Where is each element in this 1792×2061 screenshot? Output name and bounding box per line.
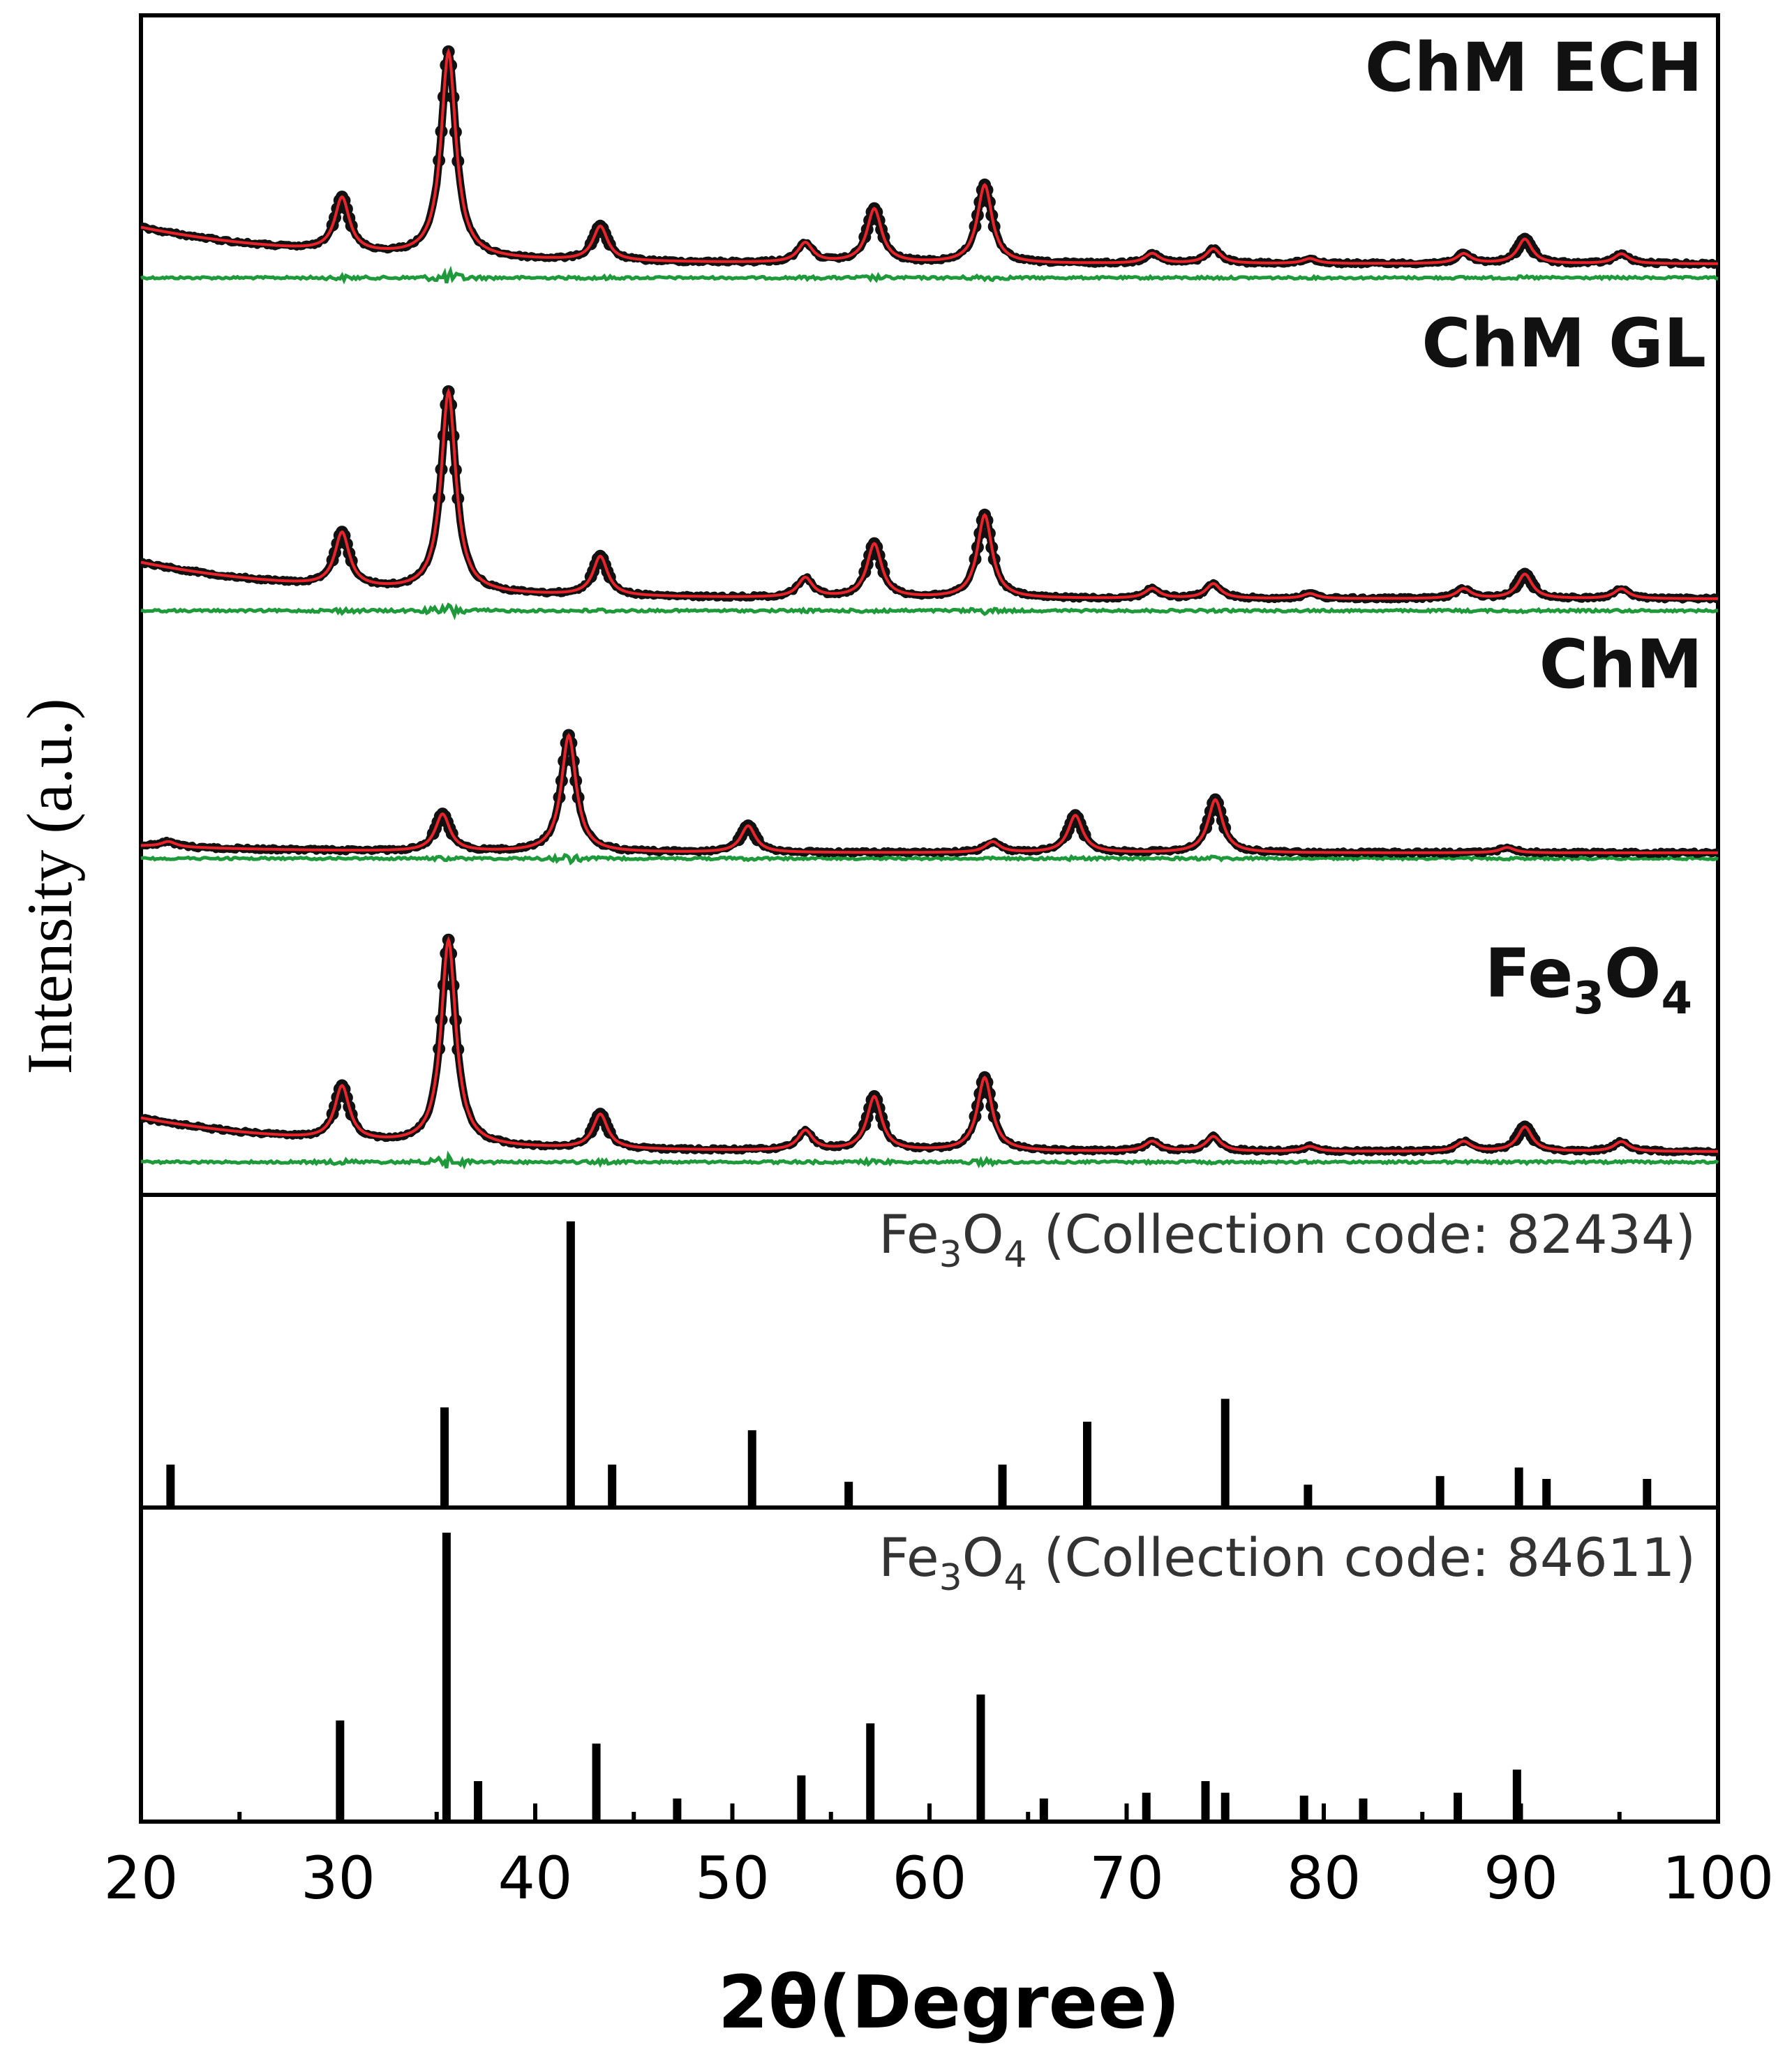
pattern-chm-gl	[139, 385, 1720, 620]
x-axis-label: 2θ(Degree)	[718, 1960, 1181, 2045]
difference-curve-chm	[140, 852, 1719, 865]
x-tick-label: 80	[1287, 1844, 1361, 1912]
reference-patterns	[166, 1221, 1652, 1822]
pattern-label-chm-gl: ChM GL	[1421, 304, 1706, 382]
x-tick-label: 70	[1089, 1844, 1164, 1912]
x-tick-label: 50	[695, 1844, 770, 1912]
difference-curve-chm-gl	[140, 602, 1719, 620]
calculated-curve-chm-ech	[140, 47, 1718, 265]
pattern-chm	[139, 729, 1720, 865]
pattern-label-chm-ech: ChM ECH	[1365, 29, 1703, 107]
observed-data-fe3o4	[139, 937, 1721, 1156]
reference-fe3o4-collection-code-84611	[336, 1533, 1521, 1822]
difference-curve-chm-ech	[140, 265, 1719, 285]
pattern-fe3o4	[139, 933, 1721, 1170]
observed-data-chm-gl	[139, 387, 1720, 604]
x-axis: 20 30 40 50 60 70 80 90 100	[104, 1803, 1774, 1912]
calculated-curve-fe3o4	[140, 936, 1718, 1153]
calculated-curve-chm	[141, 732, 1718, 854]
observed-data-chm	[139, 732, 1720, 858]
x-tick-label: 20	[104, 1844, 179, 1912]
pattern-label-chm: ChM	[1539, 625, 1703, 704]
calculated-curve-chm-gl	[140, 387, 1718, 600]
labels: ChM ECH ChM GL ChM Fe3O4 Fe3O4 (Collecti…	[14, 29, 1706, 2045]
x-tick-label: 30	[301, 1844, 375, 1912]
x-tick-label: 60	[893, 1844, 967, 1912]
difference-curve-fe3o4	[140, 1150, 1719, 1170]
x-tick-label: 40	[498, 1844, 573, 1912]
reference-fe3o4-collection-code-82434	[166, 1221, 1652, 1508]
y-axis-label: Intensity (a.u.)	[14, 698, 85, 1074]
reference-label-82434: Fe3O4 (Collection code: 82434)	[879, 1203, 1696, 1276]
refined-patterns	[139, 45, 1721, 1170]
x-tick-label: 100	[1662, 1844, 1774, 1912]
x-tick-label: 90	[1484, 1844, 1558, 1912]
reference-label-84611: Fe3O4 (Collection code: 84611)	[879, 1526, 1696, 1599]
pattern-chm-ech	[139, 45, 1720, 285]
pattern-label-fe3o4: Fe3O4	[1485, 935, 1692, 1025]
